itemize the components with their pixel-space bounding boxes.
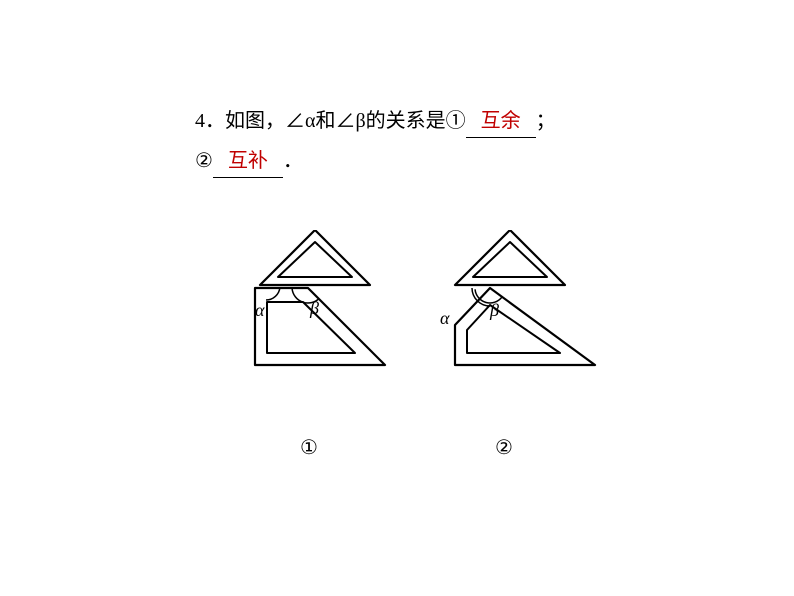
q-prefix2: ② [195, 150, 213, 172]
q-suffix2: ． [283, 150, 303, 172]
alpha-label-2: α [440, 308, 449, 329]
figure-svg [200, 230, 600, 430]
blank-1: 互余 [466, 105, 536, 138]
answer-2: 互补 [228, 150, 268, 172]
q-prefix: 如图，∠α和∠β的关系是① [225, 110, 466, 132]
question-number: 4． [195, 110, 225, 132]
page: { "question": { "number": "4．", "prefix"… [0, 0, 794, 596]
answer-1: 互余 [481, 110, 521, 132]
figure-area: α β α β ① ② [200, 230, 600, 510]
question-line-2: ② 互补 ． [195, 145, 303, 178]
beta-label-2: β [490, 300, 499, 321]
blank-2: 互补 [213, 145, 283, 178]
question-line-1: 4．如图，∠α和∠β的关系是① 互余 ； [195, 105, 556, 138]
q-suffix1: ； [536, 110, 556, 132]
figure-label-1: ① [300, 435, 318, 460]
figure-label-2: ② [495, 435, 513, 460]
alpha-label-1: α [255, 300, 264, 321]
beta-label-1: β [310, 298, 319, 319]
